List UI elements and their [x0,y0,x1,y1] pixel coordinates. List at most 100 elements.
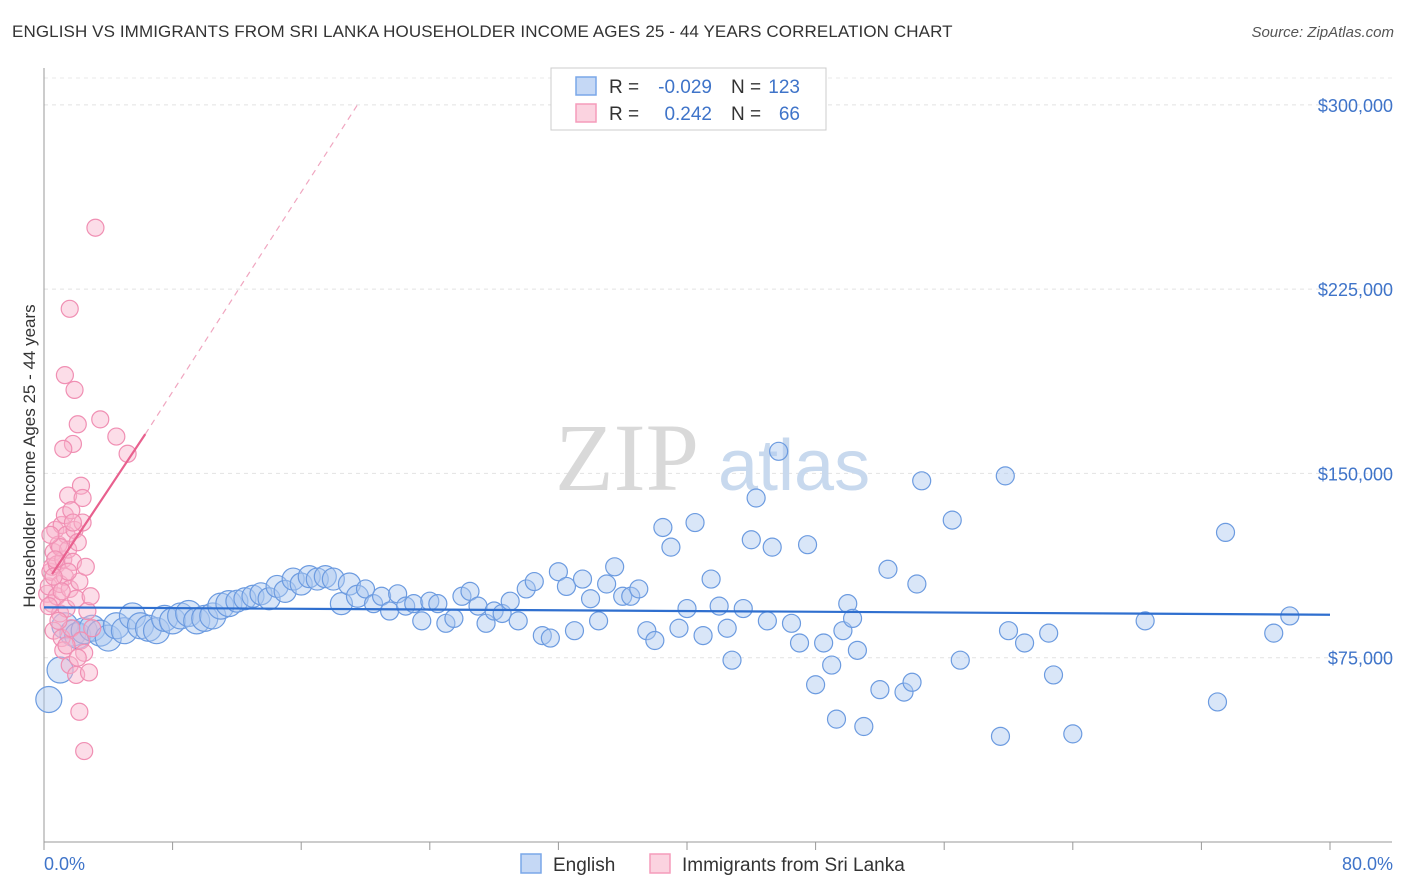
english-point [580,589,601,609]
english-point [605,557,625,577]
sri-lanka-point [57,636,76,655]
sri-lanka-point [75,741,94,761]
legend-sri-lanka-label: Immigrants from Sri Lanka [682,855,905,876]
sri-lanka-point [73,513,92,532]
sri-lanka-point [83,619,102,638]
english-point [741,530,761,550]
legend-english-swatch [520,853,542,874]
english-r-value: -0.029 [658,77,712,98]
english-point [781,613,802,633]
x-ticks [43,842,1331,850]
english-point [769,441,789,461]
english-point [990,726,1011,746]
english-point [762,537,782,557]
english-point [548,562,569,582]
english-point [572,569,593,589]
y-tick-label: $150,000 [1318,464,1393,484]
english-point [540,628,560,648]
english-point [110,617,138,645]
english-point [722,650,742,670]
english-trend-line [43,606,1331,616]
english-point [428,594,448,614]
english-point [508,611,528,631]
english-point [709,596,729,616]
sri-lanka-point [68,648,87,667]
english-point [404,594,424,614]
english-point [102,612,130,640]
sri-lanka-point [63,434,83,454]
english-point [355,579,376,599]
sri-lanka-swatch [575,103,597,123]
english-point [637,621,657,641]
sri-lanka-point [39,597,58,616]
english-point [685,512,705,533]
english-point [564,621,585,641]
english-point [653,517,673,538]
sri-lanka-point [86,218,105,237]
sri-lanka-point [65,380,84,399]
english-point [854,716,874,737]
english-point [669,618,689,638]
english-point [822,655,842,675]
axes [43,68,1392,843]
english-point [86,619,114,647]
english-point [998,621,1019,641]
english-point [460,581,480,601]
english-point [942,510,962,530]
english-point [894,682,914,702]
sri-lanka-point [52,582,71,601]
sri-lanka-n-value: 66 [779,104,800,125]
english-point [757,611,777,631]
sri-lanka-point [59,486,78,505]
english-point [629,579,649,599]
gridlines [44,77,1392,659]
english-point [805,675,826,695]
sri-lanka-r-value: 0.242 [664,104,712,125]
english-point [337,572,362,596]
y-axis-title: Householder Income Ages 25 - 44 years [20,304,39,607]
english-point [789,633,810,653]
english-n-value: 123 [768,77,800,98]
x-tick-label-min: 0.0% [44,854,85,874]
english-point [1039,623,1059,643]
english-point [797,535,818,555]
y-tick-label: $300,000 [1318,96,1393,116]
english-point [35,685,63,714]
legend-english-label: English [553,855,615,876]
sri-lanka-point [41,525,60,544]
chart-source: Source: ZipAtlas.com [1251,24,1394,41]
english-point [677,598,697,619]
sri-lanka-points [38,218,137,761]
stats-legend-box [550,67,827,131]
sri-lanka-point [49,611,68,630]
english-point [701,569,721,589]
english-point [371,586,392,606]
english-point [733,598,753,619]
series-legend: English Immigrants from Sri Lanka [520,853,905,876]
x-tick-label-max: 80.0% [1342,854,1393,874]
english-point [524,571,544,592]
english-point [46,656,74,684]
english-point [842,608,863,629]
english-point [995,466,1015,486]
english-point [621,586,641,606]
english-point [1207,692,1228,712]
english-point [814,633,834,653]
english-point [1014,633,1035,653]
watermark-atlas: atlas [718,426,870,506]
sri-lanka-r-label: R = [609,104,639,125]
english-point [717,618,737,638]
sri-lanka-point [81,587,100,606]
english-point [532,625,552,646]
english-point [950,650,970,670]
sri-lanka-point [91,410,110,429]
english-point [693,625,713,646]
english-point [215,590,243,618]
sri-lanka-point [68,415,87,434]
trend-lines [43,104,1331,616]
english-point [297,565,321,589]
english-point [1264,623,1284,643]
english-point [870,680,890,700]
english-swatch [575,76,597,96]
